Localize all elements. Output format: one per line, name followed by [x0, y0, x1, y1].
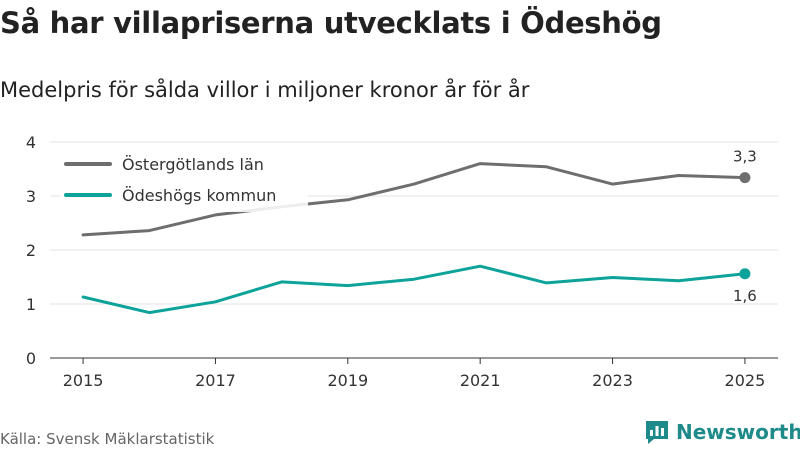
x-tick-label: 2017	[195, 371, 236, 390]
bar-chart-logo-icon	[646, 421, 668, 444]
legend-background	[60, 146, 308, 212]
y-tick-label: 1	[26, 295, 36, 314]
series-end-point	[739, 268, 751, 280]
chart-subtitle: Medelpris för sålda villor i miljoner kr…	[0, 78, 530, 102]
source-note: Källa: Svensk Mäklarstatistik	[0, 430, 215, 448]
chart-title: Så har villapriserna utvecklats i Ödeshö…	[0, 6, 662, 40]
x-tick-label: 2015	[63, 371, 104, 390]
brand-name: Newsworthy	[676, 420, 800, 444]
y-tick-label: 2	[26, 241, 36, 260]
legend-label: Östergötlands län	[122, 155, 264, 174]
x-tick-label: 2023	[592, 371, 633, 390]
y-tick-label: 0	[26, 349, 36, 368]
x-tick-label: 2021	[460, 371, 501, 390]
y-tick-label: 4	[26, 133, 36, 152]
data-label: 3,3	[733, 148, 757, 166]
series-line-1	[81, 264, 747, 315]
series-end-point	[739, 172, 751, 184]
series-line-0	[81, 162, 747, 237]
newsworthy-brand[interactable]: Newsworthy	[644, 419, 800, 445]
x-tick-label: 2019	[327, 371, 368, 390]
data-label: 1,6	[733, 287, 757, 305]
y-tick-label: 3	[26, 187, 36, 206]
legend-label: Ödeshögs kommun	[122, 186, 276, 205]
x-tick-label: 2025	[725, 371, 766, 390]
